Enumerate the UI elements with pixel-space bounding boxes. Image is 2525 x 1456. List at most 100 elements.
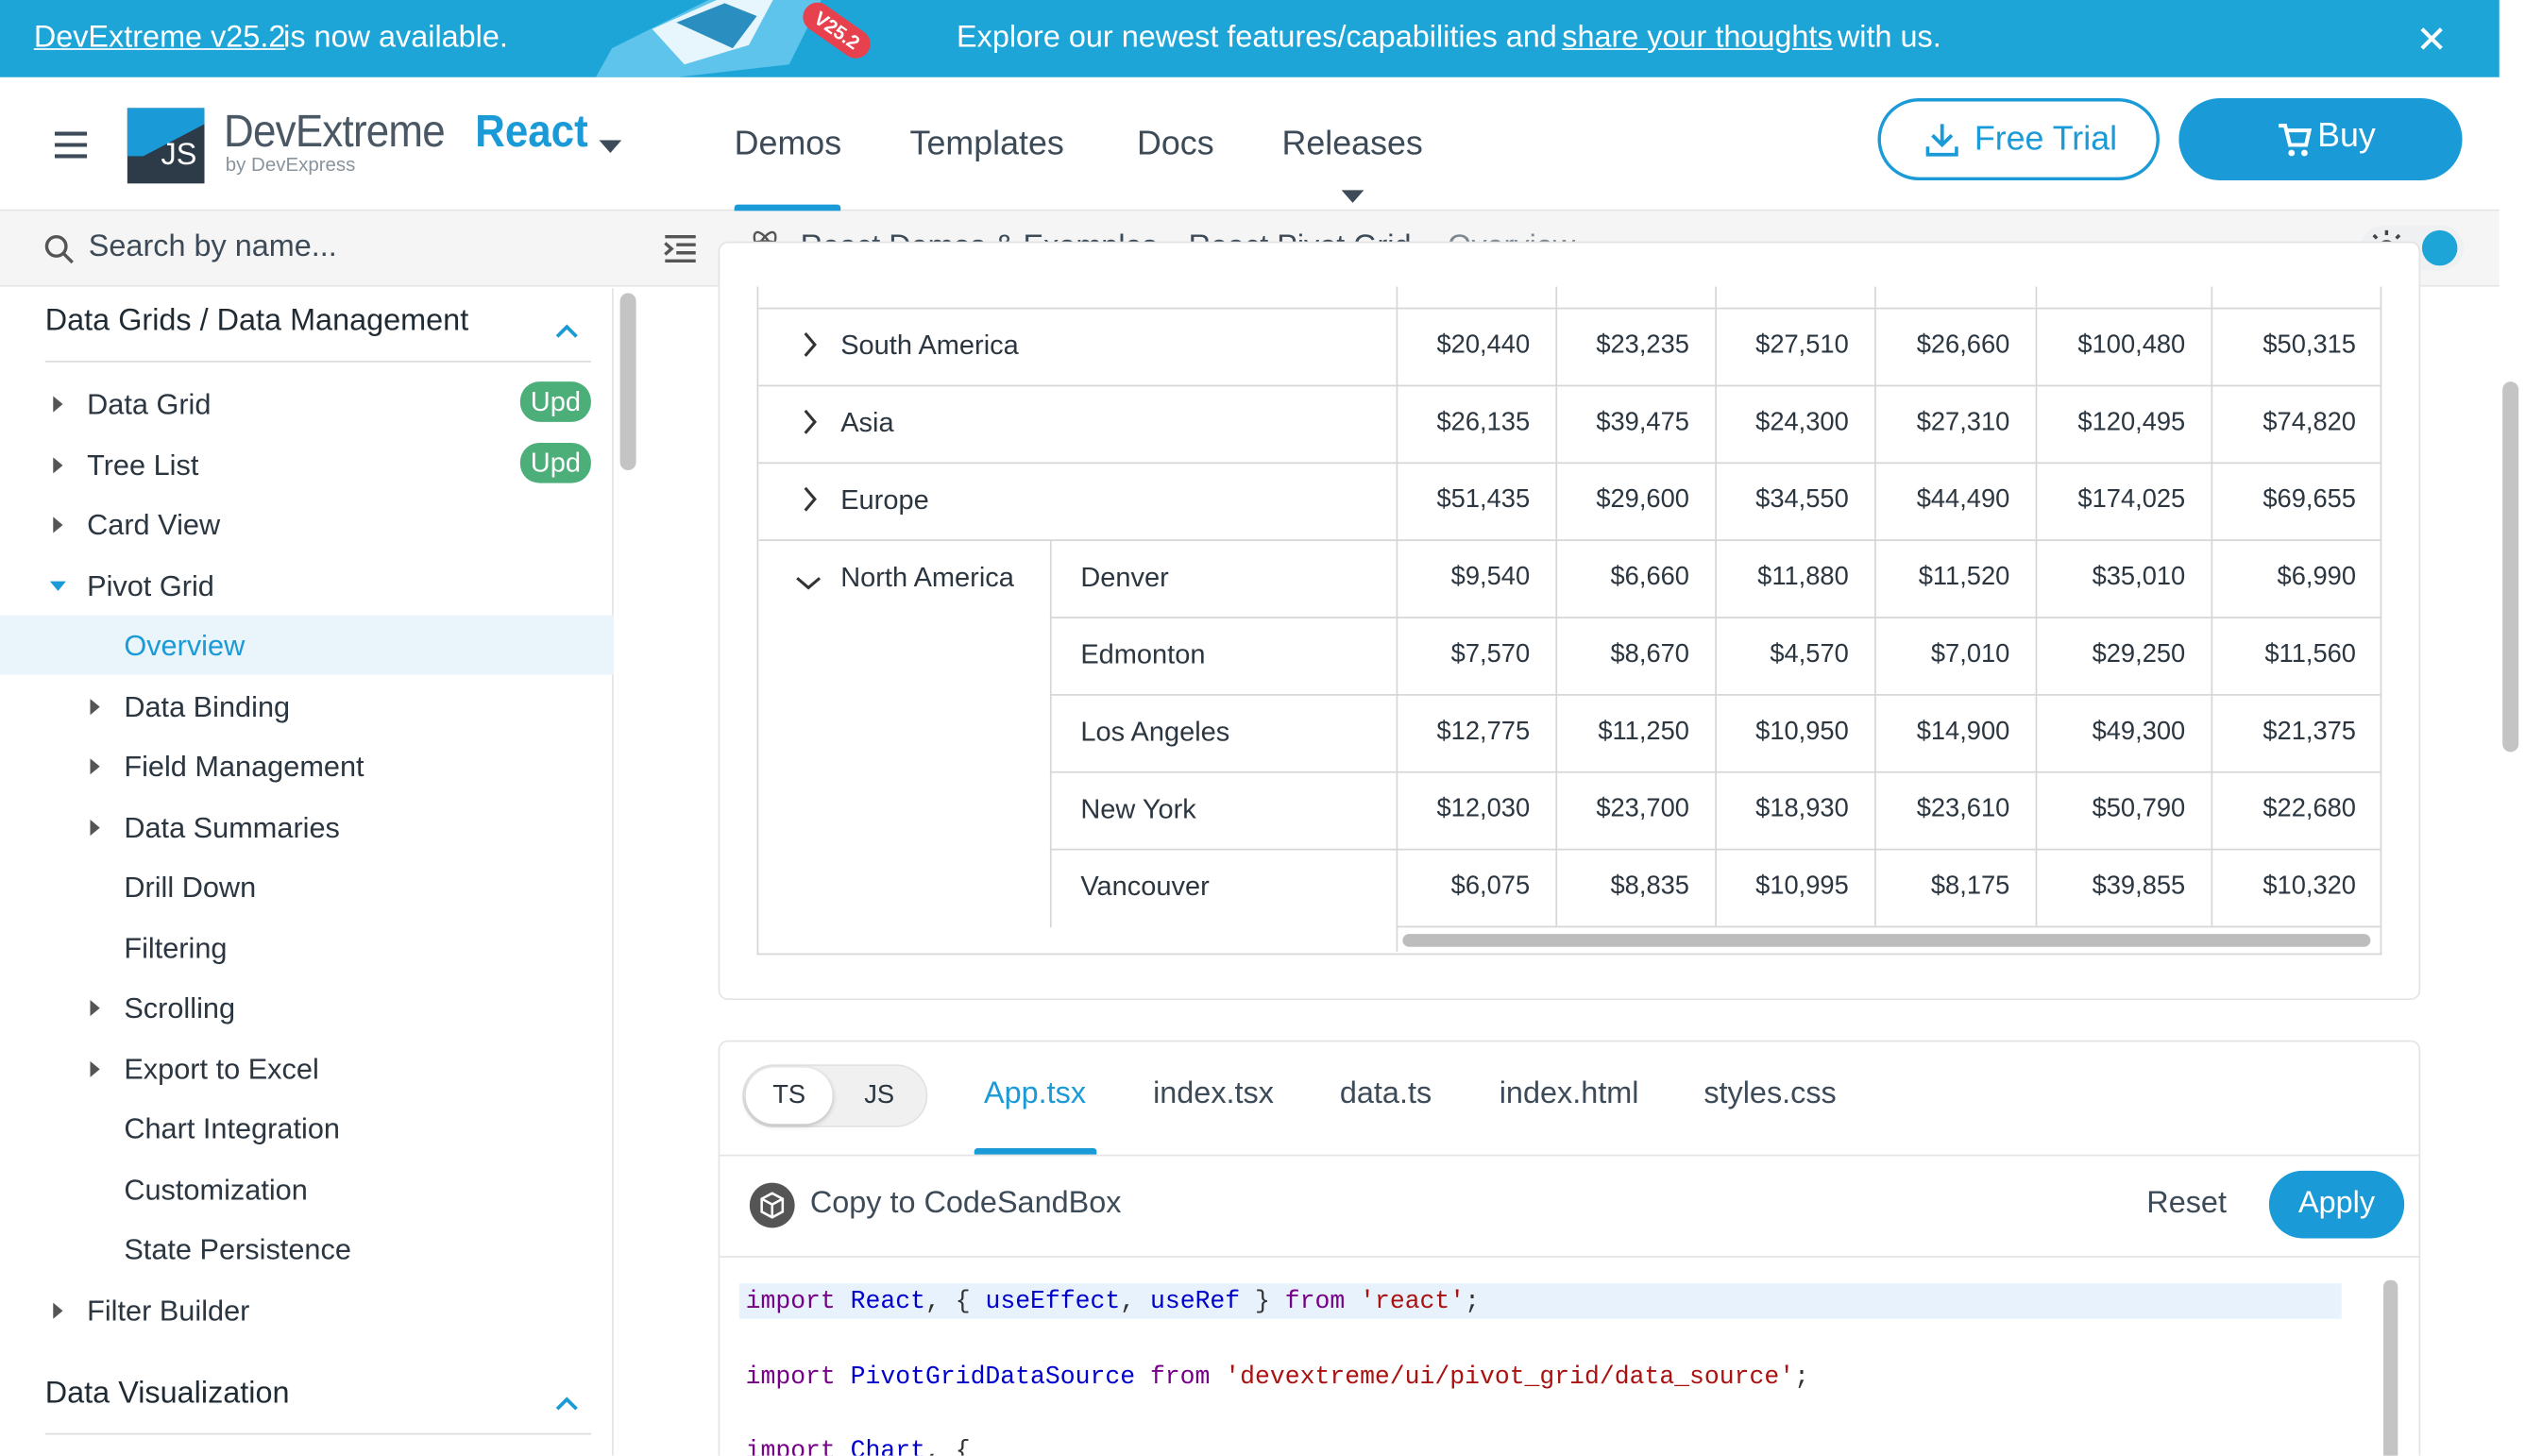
search-input[interactable]: Search by name...	[89, 230, 337, 266]
data-cell: $18,930	[1715, 773, 1874, 851]
row-header: Vancouver	[1080, 872, 1209, 904]
code-line: import PivotGridDataSource from 'devextr…	[746, 1360, 1809, 1392]
tree-expander-svg	[85, 817, 104, 836]
download-icon	[1926, 123, 1958, 159]
row-header[interactable]: Europe	[840, 484, 929, 516]
code-token: 'devextreme/ui/pivot_grid/data_source'	[1225, 1362, 1794, 1391]
header-cell-border	[1874, 287, 1876, 308]
data-cell: $35,010	[2036, 541, 2211, 618]
data-cell: $6,990	[2211, 541, 2382, 618]
data-cell: $34,550	[1715, 464, 1874, 541]
free-trial-button[interactable]: Free Trial	[1877, 98, 2159, 180]
logo-text: JS	[161, 139, 197, 175]
tree-expander	[48, 1298, 67, 1317]
code-token: useEffect	[985, 1287, 1120, 1316]
file-tab[interactable]: styles.css	[1703, 1077, 1836, 1113]
nav-link[interactable]: Filtering	[124, 932, 227, 966]
lang-tab[interactable]: JS	[836, 1068, 923, 1125]
data-cell: $6,075	[1397, 850, 1556, 927]
banner-message: Explore our newest features/capabilities…	[957, 21, 1557, 57]
code-token: import	[746, 1287, 836, 1316]
nav-link[interactable]: Card View	[87, 509, 220, 543]
code-token: React	[851, 1287, 925, 1316]
data-cell: $100,480	[2036, 309, 2211, 386]
sidebar-toggle-svg	[664, 233, 698, 262]
file-tab[interactable]: index.tsx	[1153, 1077, 1274, 1113]
banner-text: is now available.	[283, 21, 508, 57]
nav-item[interactable]: Demos	[735, 126, 841, 164]
nav-item[interactable]: Templates	[910, 126, 1064, 164]
brand: DevExtreme	[224, 107, 445, 159]
data-cell: $29,600	[1555, 464, 1715, 541]
cart-icon	[2277, 123, 2313, 159]
code-line: import React, { useEffect, useRef } from…	[746, 1285, 1480, 1317]
menu-icon[interactable]	[53, 128, 89, 161]
row-header: Edmonton	[1080, 639, 1205, 671]
header-cell-border	[1397, 287, 1398, 308]
nav-selected-bg	[0, 615, 614, 674]
codesandbox-link[interactable]: Copy to CodeSandBox	[810, 1187, 1122, 1223]
data-cell: $12,030	[1397, 773, 1556, 851]
banner-close[interactable]	[2419, 25, 2445, 51]
section-chevron-svg	[555, 324, 578, 338]
data-cell: $23,235	[1555, 309, 1715, 386]
header-cell-border	[2211, 287, 2213, 308]
codesandbox-icon	[749, 1182, 795, 1228]
code-token: , {	[925, 1437, 971, 1456]
nav-link[interactable]: Data Binding	[124, 690, 290, 724]
nav-link[interactable]: Data Grid	[87, 388, 211, 422]
sidebar-toggle[interactable]	[664, 233, 698, 262]
nav-caret-svg	[1342, 190, 1364, 203]
data-cell: $21,375	[2211, 696, 2382, 773]
code-token: from	[1150, 1362, 1210, 1391]
product-caret-svg	[599, 140, 621, 153]
row-header[interactable]: Asia	[840, 407, 893, 439]
nav-link[interactable]: Tree List	[87, 449, 198, 483]
row-collapser-svg	[795, 575, 821, 591]
code-token	[1210, 1362, 1225, 1391]
nav-link[interactable]: Customization	[124, 1173, 307, 1207]
row-header[interactable]: North America	[840, 562, 1014, 594]
code-token	[836, 1362, 851, 1391]
banner-link[interactable]: DevExtreme v25.2	[34, 21, 286, 57]
data-cell: $10,950	[1715, 696, 1874, 773]
file-tab-indicator	[974, 1148, 1097, 1155]
file-tab[interactable]: data.ts	[1340, 1077, 1432, 1113]
product-caret	[599, 132, 621, 145]
menu-icon-svg	[53, 128, 89, 161]
code-token: Chart	[851, 1437, 925, 1456]
nav-link[interactable]: Data Summaries	[124, 811, 340, 845]
code-token: ;	[1465, 1287, 1480, 1316]
search-icon-svg	[43, 233, 76, 265]
nav-link[interactable]: Field Management	[124, 751, 364, 785]
section-title[interactable]: Data Visualization	[45, 1377, 290, 1413]
lang-tab[interactable]: TS	[746, 1068, 833, 1125]
banner-message-link[interactable]: share your thoughts	[1562, 21, 1832, 57]
apply-button[interactable]: Apply	[2269, 1171, 2404, 1239]
data-cell: $7,570	[1397, 618, 1556, 696]
section-title[interactable]: Data Grids / Data Management	[45, 304, 468, 340]
row-expander-svg	[802, 486, 818, 512]
nav-link[interactable]: Scrolling	[124, 992, 235, 1026]
reset-button[interactable]: Reset	[2146, 1187, 2227, 1223]
data-cell: $69,655	[2211, 464, 2382, 541]
tree-expander-svg	[85, 697, 104, 716]
banner-close-svg	[2419, 25, 2445, 51]
data-cell: $11,250	[1555, 696, 1715, 773]
file-tab[interactable]: App.tsx	[984, 1077, 1086, 1113]
nav-link[interactable]: Chart Integration	[124, 1112, 340, 1146]
data-cell: $8,835	[1555, 850, 1715, 927]
file-tab[interactable]: index.html	[1500, 1077, 1639, 1113]
nav-link[interactable]: Pivot Grid	[87, 569, 214, 603]
row-header[interactable]: South America	[840, 330, 1019, 363]
nav-item[interactable]: Releases	[1281, 126, 1422, 164]
tree-expander-svg	[48, 576, 67, 595]
buy-button[interactable]: Buy	[2178, 98, 2462, 180]
nav-link[interactable]: Drill Down	[124, 872, 256, 906]
nav-link[interactable]: Overview	[124, 630, 245, 664]
tree-expander	[85, 816, 104, 835]
nav-item[interactable]: Docs	[1137, 126, 1214, 164]
nav-link[interactable]: State Persistence	[124, 1233, 351, 1267]
nav-link[interactable]: Export to Excel	[124, 1052, 318, 1086]
nav-link[interactable]: Filter Builder	[87, 1294, 249, 1328]
